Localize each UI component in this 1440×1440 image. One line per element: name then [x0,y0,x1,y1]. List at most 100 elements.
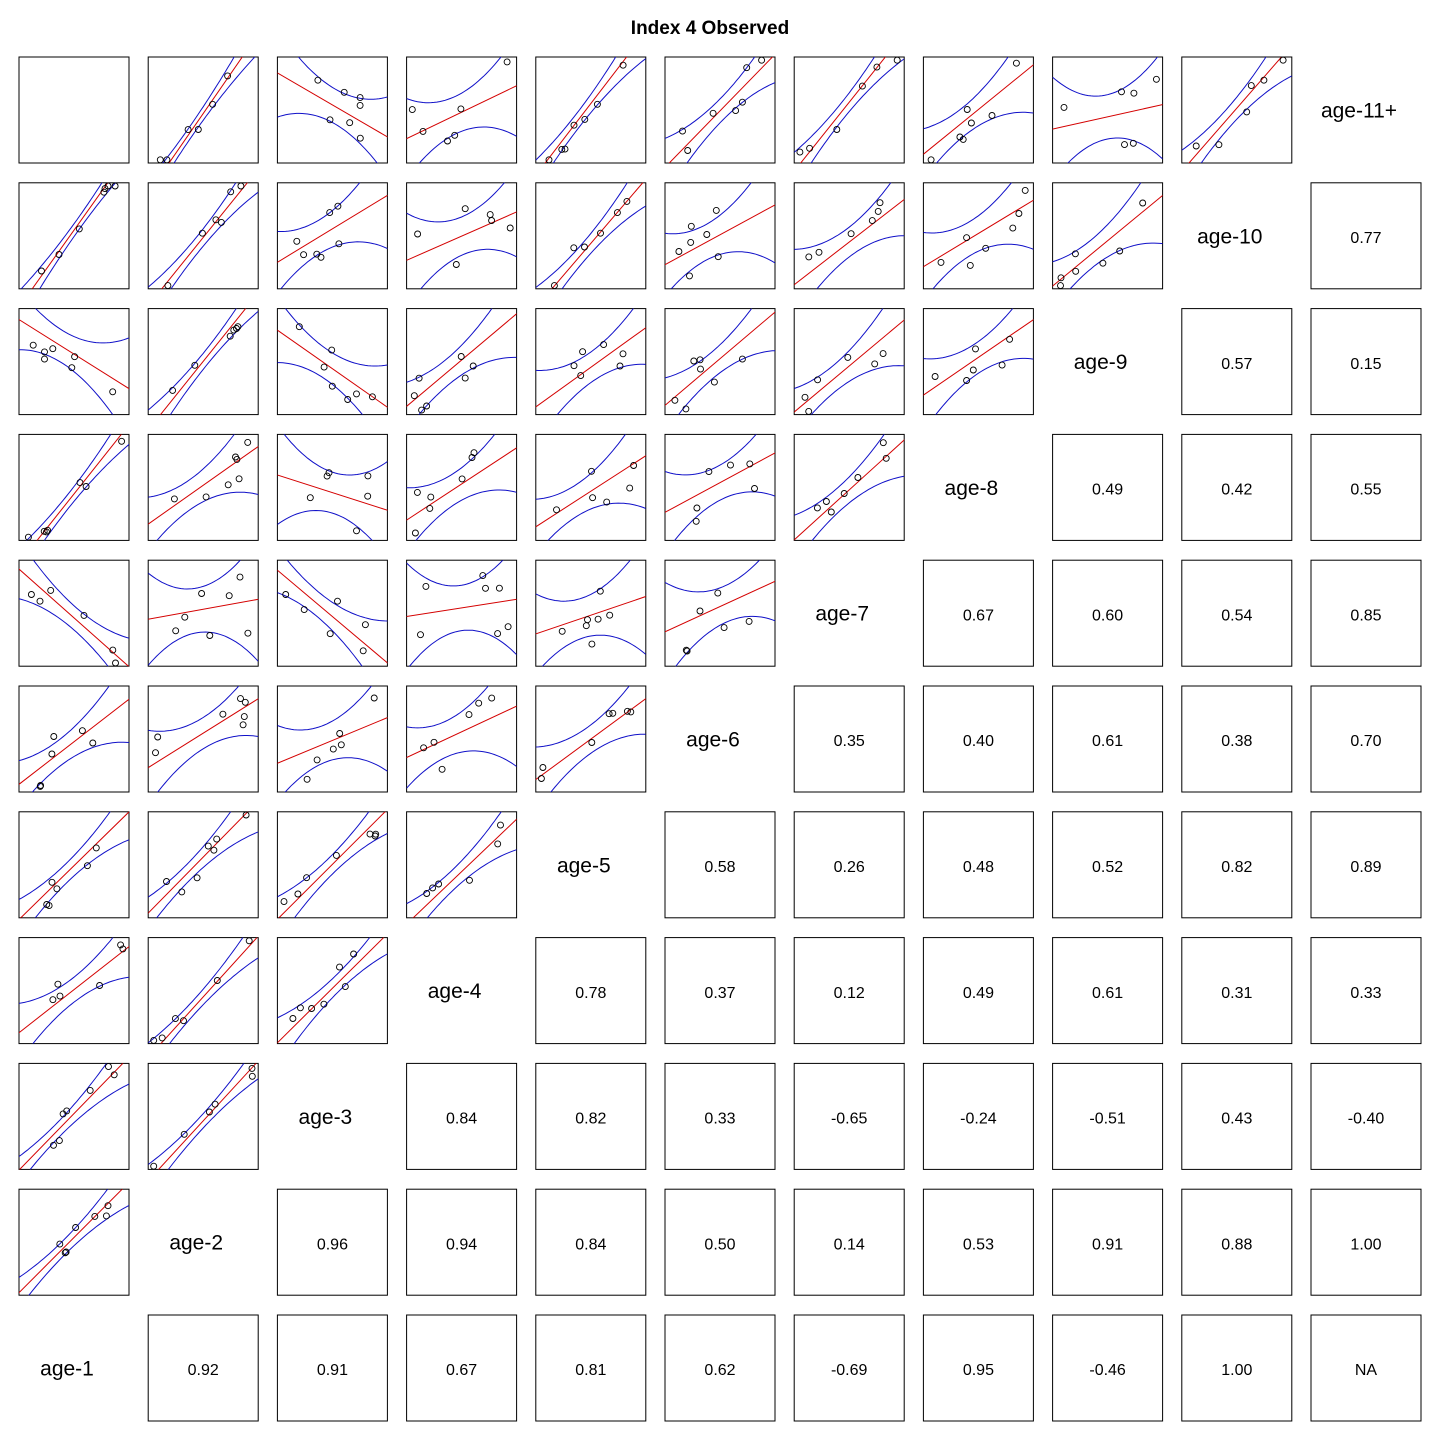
confidence-band-lower [407,249,517,307]
data-point [211,847,217,853]
data-point [414,489,420,495]
confidence-band-upper [277,914,387,1018]
correlation-value: 0.52 [1092,859,1123,876]
correlation-value: 0.42 [1221,482,1252,499]
panel-age-3-age-10: 0.43 [1182,1063,1292,1169]
data-point [1073,268,1079,274]
data-point [877,200,883,206]
panel-age-11+-age-2 [137,15,269,210]
data-point [101,189,107,195]
data-point [439,766,445,772]
data-point [337,964,343,970]
confidence-band-lower [148,311,258,450]
data-point [214,836,220,842]
correlation-value: 0.26 [834,859,865,876]
confidence-band-upper [407,167,517,222]
panel-age-11+-age-6 [654,26,786,196]
data-point [54,886,60,892]
panel-age-6-age-1 [8,656,140,808]
data-point [357,102,363,108]
data-point [106,1064,112,1070]
data-point [505,624,511,630]
data-point [225,482,231,488]
data-point [466,712,472,718]
data-point [171,496,177,502]
correlation-value: -0.24 [960,1111,997,1128]
panel-age-3-age-6: 0.33 [665,1063,775,1169]
panel-frame [1182,57,1292,163]
data-point [880,440,886,446]
confidence-band-upper [536,663,646,747]
data-point [498,822,504,828]
panel-age-5-age-7: 0.26 [794,812,904,918]
data-point [238,183,244,189]
panel-age-3-age-1 [8,1030,140,1184]
data-point [155,734,161,740]
data-point [30,342,36,348]
regression-line [137,597,269,621]
data-point [37,598,43,604]
data-point [151,1163,157,1169]
panel-age-11+-age-3 [266,29,398,177]
data-point [489,695,495,701]
correlation-value: 0.53 [963,1236,994,1253]
data-point [345,397,351,403]
data-point [56,1138,62,1144]
panel-age-1-age-7: -0.69 [794,1315,904,1421]
regression-line [266,561,398,672]
data-point [423,583,429,589]
panel-age-5-age-6: 0.58 [665,812,775,918]
panel-age-10-age-6 [654,147,786,296]
data-point [220,711,226,717]
data-point [245,630,251,636]
data-point [752,486,758,492]
panel-age-10-age-3 [266,142,398,293]
correlation-value: 0.49 [963,985,994,1002]
regression-line [1042,186,1174,295]
regression-line [8,1171,140,1303]
data-point [606,711,612,717]
data-point [304,776,310,782]
panel-age-8-age-7 [783,404,915,565]
panel-age-10-age-5 [525,152,657,327]
correlation-value: -0.40 [1348,1111,1385,1128]
panel-frame [407,309,517,415]
panel-age-8-age-4 [396,404,528,553]
panel-age-6-age-5 [525,663,657,812]
data-point [207,633,213,639]
data-point [39,268,45,274]
data-point [704,232,710,238]
regression-line [137,18,269,209]
data-point [110,389,116,395]
correlation-value: -0.51 [1089,1111,1126,1128]
data-point [301,252,307,258]
panel-age-5-age-10: 0.82 [1182,812,1292,918]
confidence-band-lower [407,490,517,553]
correlation-value: 0.37 [704,985,735,1002]
confidence-band-upper [794,8,904,153]
correlation-value: -0.69 [831,1362,868,1379]
data-point [182,614,188,620]
regression-line [137,790,269,924]
data-point [538,776,544,782]
confidence-band-lower [536,206,646,328]
confidence-band-upper [277,785,387,896]
correlation-value: 0.12 [834,985,865,1002]
confidence-band-lower [1053,243,1163,310]
panel-age-9-age-10: 0.57 [1182,309,1292,415]
panel-age-3-age-8: -0.24 [923,1063,1033,1169]
data-point [964,107,970,113]
data-point [845,354,851,360]
correlation-value: 0.54 [1221,607,1252,624]
panel-frame [1053,57,1163,163]
confidence-band-lower [1053,138,1163,181]
data-point [759,57,765,63]
confidence-band-upper [19,656,129,761]
panel-age-7-age-4 [396,544,528,670]
correlation-value: 0.14 [834,1236,865,1253]
panel-frame [277,183,387,289]
panel-frame [665,309,775,415]
data-point [307,495,313,501]
panel-age-5-age-3 [266,785,398,941]
panel-age-6-age-2 [137,661,269,805]
